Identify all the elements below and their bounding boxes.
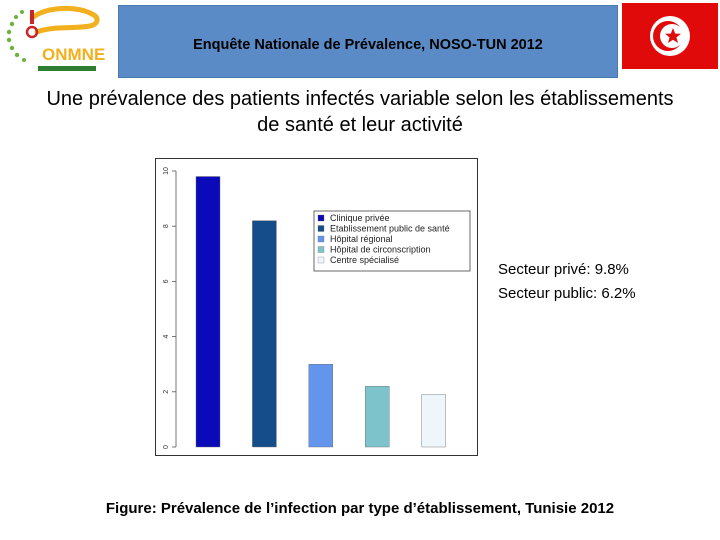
legend-swatch-2 [317, 235, 325, 243]
bar-2 [308, 363, 334, 448]
header-title: Enquête Nationale de Prévalence, NOSO-TU… [193, 37, 543, 53]
legend-label-3: Hôpital de circonscription [330, 245, 431, 255]
legend-swatch-0 [317, 214, 325, 222]
legend-label-4: Centre spécialisé [330, 255, 399, 265]
legend-swatch-4 [317, 256, 325, 264]
bar-4 [421, 394, 446, 448]
y-tick-label-5: 10 [163, 167, 170, 175]
stat-private-sector: Secteur privé: 9.8% [498, 261, 629, 278]
header-banner: Enquête Nationale de Prévalence, NOSO-TU… [118, 5, 618, 78]
subtitle-line-1: Une prévalence des patients infectés var… [46, 88, 674, 110]
y-tick-label-0: 0 [163, 445, 170, 449]
y-tick-label-2: 4 [163, 335, 170, 339]
bar-0 [195, 176, 221, 448]
stat-public-sector: Secteur public: 6.2% [498, 285, 636, 302]
legend-label-1: Etablissement public de santé [330, 224, 450, 234]
legend-label-0: Clinique privée [330, 213, 390, 223]
legend-box [313, 210, 471, 272]
y-tick-label-3: 6 [163, 279, 170, 283]
y-tick-label-4: 8 [163, 224, 170, 228]
logo-text: ONMNE [42, 45, 105, 64]
figure-caption: Figure: Prévalence de l’infection par ty… [105, 500, 615, 517]
subtitle-line-2: de santé et leur activité [257, 114, 463, 136]
slide-subtitle: Une prévalence des patients infectés var… [0, 86, 720, 138]
legend-swatch-3 [317, 246, 325, 253]
y-tick-label-1: 2 [163, 390, 170, 394]
onmne-logo: ONMNE [2, 2, 114, 76]
tunisia-flag-icon [622, 3, 718, 69]
bar-3 [364, 386, 390, 448]
legend-label-2: Hôpital régional [330, 234, 393, 244]
bar-1 [252, 220, 277, 448]
legend-swatch-1 [317, 225, 325, 232]
bar-chart: 0 2 4 6 8 10 Clinique privée Etablissement publ… [155, 158, 478, 456]
